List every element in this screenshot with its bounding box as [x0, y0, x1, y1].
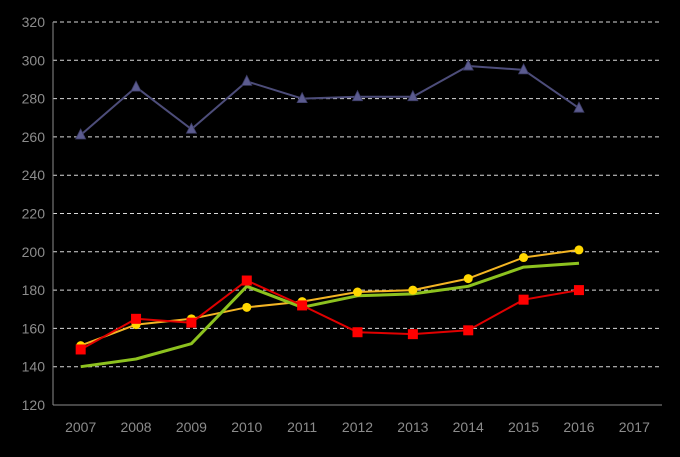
series-line-4	[80, 279, 580, 351]
gridlines	[53, 21, 662, 368]
circle-marker	[408, 285, 418, 295]
square-marker	[573, 285, 584, 296]
circle-marker	[353, 287, 362, 297]
series-line-2	[80, 248, 580, 347]
triangle-marker	[573, 101, 585, 113]
circle-marker	[242, 302, 252, 312]
y-tick-label: 200	[22, 244, 46, 260]
x-tick-label: 2014	[453, 419, 484, 435]
x-tick-label: 2017	[619, 419, 650, 435]
y-tick-label: 280	[22, 91, 46, 107]
y-tick-label: 160	[22, 320, 46, 336]
x-tick-label: 2013	[397, 419, 428, 435]
square-marker	[186, 317, 197, 328]
square-marker	[407, 329, 418, 340]
x-tick-label: 2011	[287, 419, 317, 435]
triangle-marker	[75, 128, 87, 140]
circle-marker	[574, 245, 584, 255]
y-tick-label: 320	[22, 14, 46, 30]
y-tick-label: 120	[22, 397, 46, 413]
x-tick-label: 2012	[342, 419, 373, 435]
triangle-marker	[517, 62, 530, 75]
triangle-marker	[296, 91, 308, 103]
triangle-marker	[351, 89, 364, 102]
y-tick-labels: 120 140 160 180 200 220 240 260 280 300 320	[22, 14, 46, 413]
x-tick-label: 2010	[231, 419, 262, 435]
y-tick-label: 240	[22, 167, 46, 183]
x-tick-label: 2009	[176, 419, 207, 435]
square-marker	[463, 325, 474, 336]
square-marker	[297, 300, 308, 311]
y-tick-label: 260	[22, 129, 46, 145]
triangle-marker	[241, 74, 253, 86]
y-tick-label: 300	[22, 52, 46, 68]
square-marker	[241, 275, 252, 286]
y-tick-label: 140	[22, 359, 46, 375]
circle-marker	[519, 253, 529, 263]
square-marker	[75, 344, 86, 355]
square-marker	[131, 313, 142, 324]
square-marker	[352, 327, 363, 338]
series-lines	[80, 65, 580, 369]
y-tick-label: 220	[22, 206, 46, 222]
triangle-marker	[185, 122, 198, 134]
series-line-1	[80, 65, 580, 136]
x-tick-label: 2008	[120, 419, 151, 435]
axes	[52, 22, 662, 406]
series-line-3	[80, 261, 580, 369]
triangle-marker	[407, 89, 419, 102]
x-tick-label: 2015	[508, 419, 539, 435]
x-tick-label: 2016	[563, 419, 594, 435]
square-marker	[518, 294, 529, 305]
x-tick-label: 2007	[65, 419, 96, 435]
series-markers	[75, 59, 585, 355]
circle-marker	[463, 274, 473, 284]
triangle-marker	[130, 80, 142, 92]
y-tick-label: 180	[22, 282, 46, 298]
x-tick-labels: 2007 2008 2009 2010 2011 2012 2013 2014 2015 2016…	[65, 419, 650, 435]
triangle-marker	[462, 59, 474, 71]
